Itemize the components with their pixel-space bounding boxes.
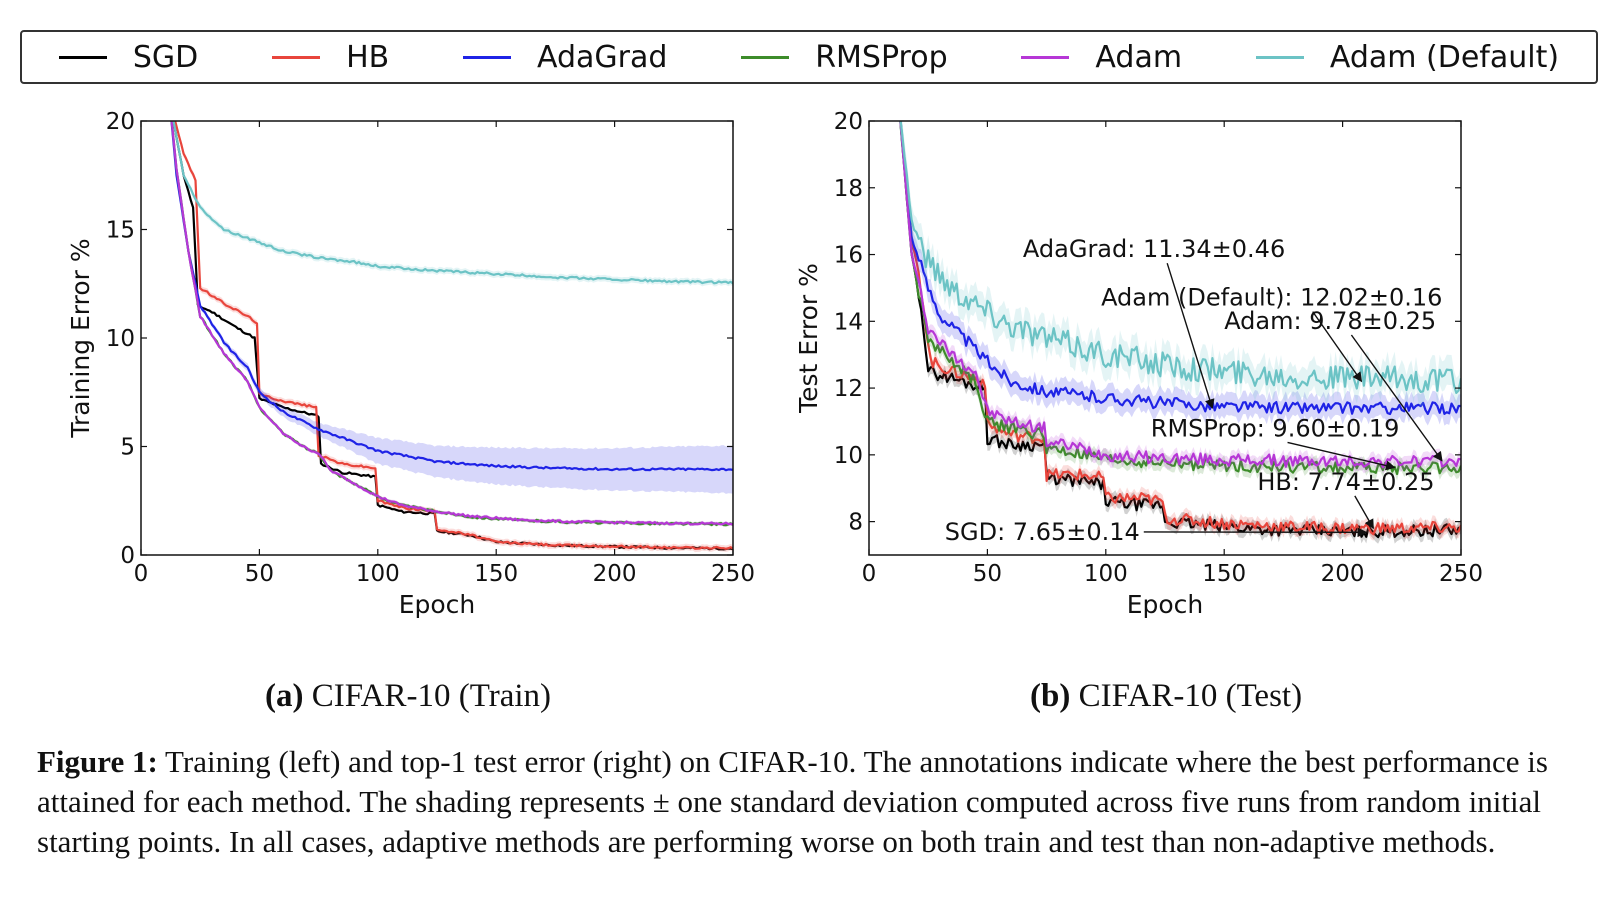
- legend-label: Adam: [1095, 39, 1183, 75]
- y-tick-label: 18: [834, 176, 863, 202]
- x-tick-label: 250: [1439, 561, 1483, 587]
- y-tick-label: 20: [106, 109, 135, 135]
- annotation-adam: Adam: 9.78±0.25: [1224, 307, 1436, 335]
- legend-item-adam: Adam: [1021, 40, 1182, 75]
- subcaption-b-label: (b): [1030, 678, 1071, 714]
- legend-item-adam-default: Adam (Default): [1255, 39, 1560, 75]
- subcaption-a: (a) CIFAR-10 (Train): [265, 678, 551, 715]
- legend-swatch: [741, 55, 790, 59]
- legend-label: SGD: [132, 39, 199, 75]
- training-error-chart: 0 50 100 150 200 250 0 5 10 15 20 Epoch Training Err…: [66, 109, 755, 619]
- annotation-hb: HB: 7.74±0.25: [1257, 468, 1434, 496]
- x-axis-label: Epoch: [399, 590, 476, 619]
- x-tick-label: 150: [1202, 561, 1246, 587]
- series-line-adagrad: [899, 121, 1461, 416]
- figure-caption-text: Training (left) and top-1 test error (ri…: [37, 744, 1548, 859]
- x-tick-label: 100: [1084, 561, 1128, 587]
- y-tick-label: 0: [120, 543, 135, 569]
- x-tick-label: 0: [134, 561, 149, 587]
- y-tick-label: 14: [834, 309, 863, 335]
- series-line-adagrad: [170, 121, 733, 472]
- x-tick-label: 200: [593, 561, 637, 587]
- axes-frame: [868, 120, 1462, 556]
- legend-swatch: [462, 55, 511, 59]
- legend-label: RMSProp: [815, 39, 948, 75]
- x-tick-label: 0: [862, 561, 877, 587]
- annotation-arrow: [1287, 441, 1396, 471]
- legend-swatch: [1255, 55, 1304, 59]
- figure-caption: Figure 1: Training (left) and top-1 test…: [37, 742, 1597, 862]
- y-tick-label: 8: [848, 510, 863, 536]
- x-tick-label: 50: [245, 561, 274, 587]
- series-band-adam-default: [899, 121, 1461, 408]
- x-tick-label: 150: [474, 561, 518, 587]
- y-axis-label: Training Error %: [66, 238, 95, 438]
- y-tick-label: 16: [834, 243, 863, 269]
- annotation-arrow: [1166, 263, 1215, 410]
- legend-item-adagrad: AdaGrad: [462, 39, 668, 75]
- legend-swatch: [272, 55, 321, 59]
- series-line-adam: [899, 121, 1461, 469]
- legend-swatch: [1021, 55, 1070, 59]
- series-line-adam-default: [172, 121, 733, 285]
- plot-area: [170, 121, 733, 553]
- chart-legend: SGD HB AdaGrad RMSProp Adam Adam (Default): [20, 30, 1598, 84]
- y-tick-label: 5: [120, 435, 135, 461]
- x-tick-label: 50: [973, 561, 1002, 587]
- y-tick-label: 20: [834, 109, 863, 135]
- test-error-chart: 0 50 100 150 200 250 8 10 12 14 16 18 20 Epoch Test Er…: [794, 109, 1483, 619]
- x-tick-label: 250: [711, 561, 755, 587]
- series-band-adagrad: [171, 121, 733, 494]
- legend-swatch: [58, 55, 107, 59]
- y-tick-label: 10: [834, 443, 863, 469]
- legend-label: Adam (Default): [1329, 39, 1560, 75]
- annotation-rmsprop: RMSProp: 9.60±0.19: [1151, 414, 1400, 442]
- x-tick-label: 100: [356, 561, 400, 587]
- y-axis-label: Test Error %: [794, 263, 823, 414]
- y-tick-label: 12: [834, 376, 863, 402]
- y-tick-label: 10: [106, 326, 135, 352]
- legend-label: AdaGrad: [536, 39, 668, 75]
- subcaption-b-text: CIFAR-10 (Test): [1078, 678, 1303, 714]
- subcaption-a-label: (a): [265, 678, 304, 714]
- annotation-adagrad: AdaGrad: 11.34±0.46: [1023, 235, 1285, 263]
- annotation-adam-default: Adam (Default): 12.02±0.16: [1101, 284, 1442, 312]
- subcaption-b: (b) CIFAR-10 (Test): [1030, 678, 1302, 715]
- subcaption-a-text: CIFAR-10 (Train): [311, 678, 552, 714]
- series-line-adam-default: [899, 121, 1461, 394]
- annotation-arrow: [1312, 311, 1363, 383]
- legend-label: HB: [346, 39, 390, 75]
- annotation-arrow: [1354, 495, 1374, 530]
- figure-caption-label: Figure 1:: [37, 744, 158, 779]
- annotation-sgd: SGD: 7.65±0.14: [945, 518, 1140, 546]
- x-tick-label: 200: [1321, 561, 1365, 587]
- legend-item-rmsprop: RMSProp: [741, 39, 948, 75]
- annotation-arrow: [1350, 334, 1443, 462]
- series-line-adam: [170, 121, 733, 526]
- y-tick-label: 15: [106, 218, 135, 244]
- legend-item-hb: HB: [272, 40, 389, 75]
- series-band-hb: [899, 121, 1461, 541]
- legend-item-sgd: SGD: [58, 39, 199, 75]
- x-axis-label: Epoch: [1127, 590, 1204, 619]
